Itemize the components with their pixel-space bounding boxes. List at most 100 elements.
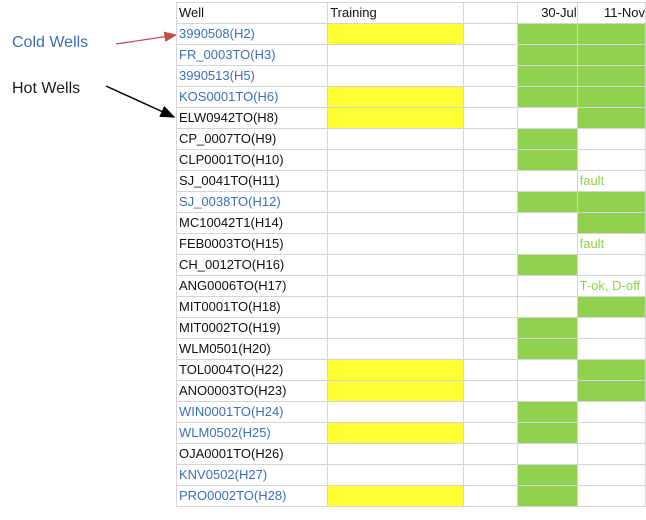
jul-cell[interactable] xyxy=(516,359,578,381)
jul-cell[interactable] xyxy=(516,128,578,150)
training-cell[interactable] xyxy=(327,464,465,486)
jul-cell[interactable] xyxy=(516,485,578,507)
well-name-cell[interactable]: ANO0003TO(H23) xyxy=(175,380,329,402)
jul-cell[interactable] xyxy=(516,233,578,255)
nov-cell[interactable] xyxy=(576,317,646,339)
blank-cell[interactable] xyxy=(463,65,518,87)
blank-cell[interactable] xyxy=(463,401,518,423)
nov-note-cell[interactable]: fault xyxy=(576,170,646,192)
blank-cell[interactable] xyxy=(463,296,518,318)
training-cell[interactable] xyxy=(327,359,465,381)
training-cell[interactable] xyxy=(327,380,465,402)
well-name-cell[interactable]: ANG0006TO(H17) xyxy=(175,275,329,297)
well-name-cell[interactable]: SJ_0041TO(H11) xyxy=(175,170,329,192)
nov-cell[interactable] xyxy=(576,380,646,402)
blank-cell[interactable] xyxy=(463,191,518,213)
blank-cell[interactable] xyxy=(463,128,518,150)
nov-cell[interactable] xyxy=(576,86,646,108)
blank-cell[interactable] xyxy=(463,380,518,402)
blank-cell[interactable] xyxy=(463,23,518,45)
blank-cell[interactable] xyxy=(463,275,518,297)
nov-cell[interactable] xyxy=(576,401,646,423)
well-name-cell[interactable]: MIT0002TO(H19) xyxy=(175,317,329,339)
blank-cell[interactable] xyxy=(463,233,518,255)
training-cell[interactable] xyxy=(327,233,465,255)
blank-cell[interactable] xyxy=(463,44,518,66)
blank-cell[interactable] xyxy=(463,464,518,486)
training-cell[interactable] xyxy=(327,191,465,213)
training-cell[interactable] xyxy=(327,422,465,444)
blank-cell[interactable] xyxy=(463,422,518,444)
jul-cell[interactable] xyxy=(516,254,578,276)
well-name-cell[interactable]: CH_0012TO(H16) xyxy=(175,254,329,276)
header-11-nov[interactable]: 11-Nov xyxy=(576,2,646,24)
nov-cell[interactable] xyxy=(576,254,646,276)
jul-cell[interactable] xyxy=(516,443,578,465)
jul-cell[interactable] xyxy=(516,422,578,444)
blank-cell[interactable] xyxy=(463,149,518,171)
jul-cell[interactable] xyxy=(516,86,578,108)
jul-cell[interactable] xyxy=(516,149,578,171)
training-cell[interactable] xyxy=(327,107,465,129)
nov-cell[interactable] xyxy=(576,443,646,465)
training-cell[interactable] xyxy=(327,23,465,45)
training-cell[interactable] xyxy=(327,275,465,297)
nov-note-cell[interactable]: fault xyxy=(576,233,646,255)
well-name-cell[interactable]: OJA0001TO(H26) xyxy=(175,443,329,465)
blank-cell[interactable] xyxy=(463,254,518,276)
jul-cell[interactable] xyxy=(516,44,578,66)
jul-cell[interactable] xyxy=(516,275,578,297)
training-cell[interactable] xyxy=(327,149,465,171)
nov-note-cell[interactable]: T-ok, D-off xyxy=(576,275,646,297)
well-name-cell[interactable]: SJ_0038TO(H12) xyxy=(175,191,329,213)
well-name-cell[interactable]: ELW0942TO(H8) xyxy=(175,107,329,129)
training-cell[interactable] xyxy=(327,212,465,234)
nov-cell[interactable] xyxy=(576,44,646,66)
blank-cell[interactable] xyxy=(463,170,518,192)
jul-cell[interactable] xyxy=(516,317,578,339)
nov-cell[interactable] xyxy=(576,485,646,507)
jul-cell[interactable] xyxy=(516,380,578,402)
blank-cell[interactable] xyxy=(463,485,518,507)
nov-cell[interactable] xyxy=(576,107,646,129)
well-name-cell[interactable]: CP_0007TO(H9) xyxy=(175,128,329,150)
blank-cell[interactable] xyxy=(463,443,518,465)
header-30-jul[interactable]: 30-Jul xyxy=(516,2,578,24)
blank-cell[interactable] xyxy=(463,317,518,339)
jul-cell[interactable] xyxy=(516,23,578,45)
training-cell[interactable] xyxy=(327,338,465,360)
well-name-cell[interactable]: FR_0003TO(H3) xyxy=(175,44,329,66)
training-cell[interactable] xyxy=(327,128,465,150)
nov-cell[interactable] xyxy=(576,422,646,444)
nov-cell[interactable] xyxy=(576,464,646,486)
training-cell[interactable] xyxy=(327,254,465,276)
well-name-cell[interactable]: WIN0001TO(H24) xyxy=(175,401,329,423)
nov-cell[interactable] xyxy=(576,128,646,150)
nov-cell[interactable] xyxy=(576,212,646,234)
training-cell[interactable] xyxy=(327,44,465,66)
well-name-cell[interactable]: KNV0502(H27) xyxy=(175,464,329,486)
jul-cell[interactable] xyxy=(516,212,578,234)
training-cell[interactable] xyxy=(327,485,465,507)
jul-cell[interactable] xyxy=(516,464,578,486)
well-name-cell[interactable]: 3990508(H2) xyxy=(175,23,329,45)
training-cell[interactable] xyxy=(327,65,465,87)
training-cell[interactable] xyxy=(327,86,465,108)
jul-cell[interactable] xyxy=(516,338,578,360)
training-cell[interactable] xyxy=(327,296,465,318)
well-name-cell[interactable]: WLM0501(H20) xyxy=(175,338,329,360)
training-cell[interactable] xyxy=(327,443,465,465)
jul-cell[interactable] xyxy=(516,107,578,129)
nov-cell[interactable] xyxy=(576,65,646,87)
nov-cell[interactable] xyxy=(576,149,646,171)
blank-cell[interactable] xyxy=(463,107,518,129)
jul-cell[interactable] xyxy=(516,170,578,192)
blank-cell[interactable] xyxy=(463,86,518,108)
jul-cell[interactable] xyxy=(516,65,578,87)
training-cell[interactable] xyxy=(327,401,465,423)
blank-cell[interactable] xyxy=(463,359,518,381)
header-training[interactable]: Training xyxy=(327,2,465,24)
blank-cell[interactable] xyxy=(463,212,518,234)
well-name-cell[interactable]: KOS0001TO(H6) xyxy=(175,86,329,108)
header-well[interactable]: Well xyxy=(175,2,329,24)
